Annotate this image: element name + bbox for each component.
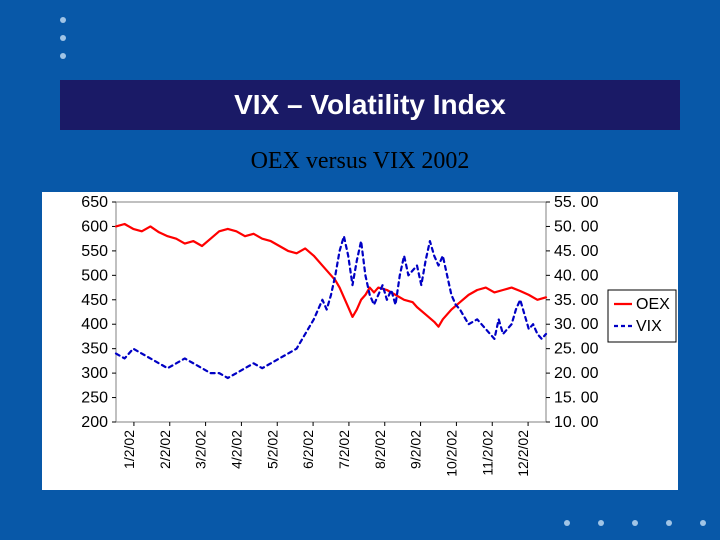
slide: VIX – Volatility Index OEX versus VIX 20… [0,0,720,540]
svg-text:250: 250 [81,390,108,407]
svg-text:8/2/02: 8/2/02 [372,430,388,469]
svg-text:9/2/02: 9/2/02 [408,430,424,469]
svg-text:2/2/02: 2/2/02 [157,430,173,469]
svg-text:300: 300 [81,365,108,382]
svg-text:11/2/02: 11/2/02 [479,430,495,476]
svg-text:OEX: OEX [636,296,670,313]
svg-text:500: 500 [81,267,108,284]
svg-text:7/2/02: 7/2/02 [336,430,352,469]
svg-text:30. 00: 30. 00 [554,316,599,333]
svg-text:650: 650 [81,194,108,211]
svg-text:6/2/02: 6/2/02 [300,430,316,469]
decorative-bullets-br [550,506,720,540]
svg-text:550: 550 [81,243,108,260]
svg-text:3/2/02: 3/2/02 [193,430,209,469]
svg-text:4/2/02: 4/2/02 [228,430,244,469]
svg-text:VIX: VIX [636,318,662,335]
svg-text:450: 450 [81,292,108,309]
svg-text:400: 400 [81,316,108,333]
svg-text:1/2/02: 1/2/02 [121,430,137,469]
oex-vix-chart: 650 600 550 500 450 400 350 300 250 200 55. 00 50. … [42,192,678,490]
chart-container: 650 600 550 500 450 400 350 300 250 200 55. 00 50. … [42,192,678,490]
svg-text:200: 200 [81,414,108,431]
svg-text:15. 00: 15. 00 [554,390,599,407]
svg-text:10/2/02: 10/2/02 [443,430,459,477]
svg-text:40. 00: 40. 00 [554,267,599,284]
svg-text:20. 00: 20. 00 [554,365,599,382]
svg-text:600: 600 [81,218,108,235]
svg-text:350: 350 [81,341,108,358]
title-band: VIX – Volatility Index [60,80,680,130]
decorative-bullets-tl [60,5,66,71]
svg-text:25. 00: 25. 00 [554,341,599,358]
svg-text:5/2/02: 5/2/02 [264,430,280,469]
slide-subtitle: OEX versus VIX 2002 [0,148,720,175]
svg-text:12/2/02: 12/2/02 [515,430,531,477]
svg-text:50. 00: 50. 00 [554,218,599,235]
svg-text:45. 00: 45. 00 [554,243,599,260]
svg-text:55. 00: 55. 00 [554,194,599,211]
svg-text:10. 00: 10. 00 [554,414,599,431]
svg-text:35. 00: 35. 00 [554,292,599,309]
slide-title: VIX – Volatility Index [234,89,506,121]
